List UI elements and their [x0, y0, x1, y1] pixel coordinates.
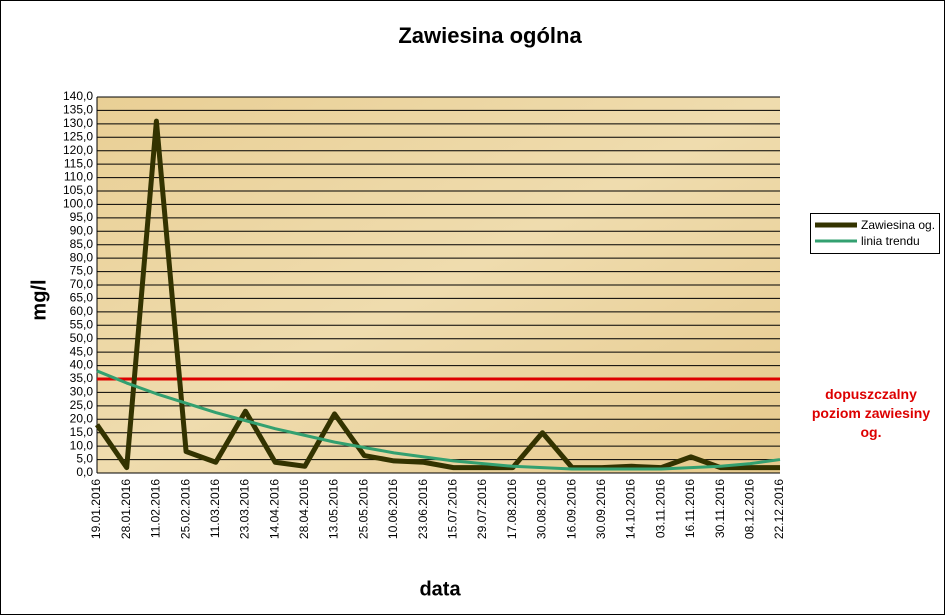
legend: Zawiesina og. linia trendu: [810, 213, 940, 254]
x-tick-label: 08.12.2016: [742, 479, 756, 539]
y-tick-label: 65,0: [70, 291, 94, 305]
x-tick-label: 11.03.2016: [208, 479, 222, 538]
x-tick-label: 23.03.2016: [238, 479, 252, 539]
y-tick-label: 45,0: [70, 344, 94, 358]
y-tick-label: 95,0: [70, 210, 94, 224]
y-tick-label: 90,0: [70, 223, 94, 237]
y-tick-label: 75,0: [70, 264, 94, 278]
y-tick-label: 55,0: [70, 317, 94, 331]
y-tick-label: 0,0: [76, 465, 93, 479]
y-tick-label: 85,0: [70, 237, 94, 251]
y-tick-label: 140,0: [63, 89, 93, 103]
y-tick-label: 30,0: [70, 385, 94, 399]
series-line: [96, 369, 781, 471]
y-tick-label: 35,0: [70, 371, 94, 385]
legend-item: Zawiesina og.: [811, 218, 939, 233]
legend-item: linia trendu: [811, 234, 939, 249]
x-tick-label: 22.12.2016: [772, 479, 786, 539]
x-tick-label: 25.02.2016: [178, 479, 192, 539]
x-tick-label: 14.04.2016: [267, 479, 281, 539]
y-tick-label: 5,0: [76, 452, 93, 466]
y-tick-label: 135,0: [63, 103, 93, 117]
y-tick-label: 115,0: [64, 156, 93, 170]
y-tick-label: 60,0: [70, 304, 94, 318]
x-tick-label: 17.08.2016: [505, 479, 519, 539]
x-tick-label: 14.10.2016: [624, 479, 638, 539]
x-tick-label: 28.04.2016: [297, 479, 311, 539]
threshold-label: dopuszczalny poziom zawiesiny og.: [811, 386, 931, 440]
x-tick-label: 13.05.2016: [327, 479, 341, 539]
y-tick-label: 100,0: [63, 197, 93, 211]
y-tick-label: 20,0: [70, 411, 94, 425]
x-tick-label: 10.06.2016: [386, 479, 400, 539]
y-tick-label: 15,0: [70, 425, 94, 439]
series-line: [94, 118, 780, 471]
x-tick-label: 30.11.2016: [713, 479, 727, 538]
y-tick-label: 25,0: [70, 398, 94, 412]
y-tick-label: 70,0: [70, 277, 94, 291]
y-tick-label: 120,0: [63, 143, 93, 157]
x-tick-label: 16.11.2016: [683, 479, 697, 538]
y-tick-label: 40,0: [70, 358, 94, 372]
y-axis-label: mg/l: [28, 279, 50, 320]
y-tick-label: 80,0: [70, 250, 94, 264]
legend-label: Zawiesina og.: [861, 218, 936, 232]
legend-swatch: [815, 222, 857, 228]
legend-swatch: [815, 239, 857, 243]
x-tick-label: 03.11.2016: [653, 479, 667, 538]
y-tick-label: 125,0: [63, 129, 93, 143]
y-tick-label: 10,0: [70, 438, 94, 452]
x-tick-label: 23.06.2016: [416, 479, 430, 539]
x-tick-label: 28.01.2016: [119, 479, 133, 539]
x-tick-label: 16.09.2016: [564, 479, 578, 539]
x-tick-label: 25.05.2016: [356, 479, 370, 539]
x-tick-label: 29.07.2016: [475, 479, 489, 539]
x-tick-label: 30.08.2016: [535, 479, 549, 539]
x-tick-label: 19.01.2016: [89, 479, 103, 539]
y-tick-label: 105,0: [63, 183, 93, 197]
legend-label: linia trendu: [861, 234, 920, 248]
y-tick-label: 130,0: [63, 116, 93, 130]
y-tick-label: 110,0: [64, 170, 93, 184]
x-axis-label: data: [419, 578, 461, 600]
x-tick-label: 11.02.2016: [149, 479, 163, 538]
x-tick-label: 15.07.2016: [446, 479, 460, 539]
y-tick-label: 50,0: [70, 331, 94, 345]
x-tick-label: 30.09.2016: [594, 479, 608, 539]
chart-title: Zawiesina ogólna: [398, 23, 582, 48]
